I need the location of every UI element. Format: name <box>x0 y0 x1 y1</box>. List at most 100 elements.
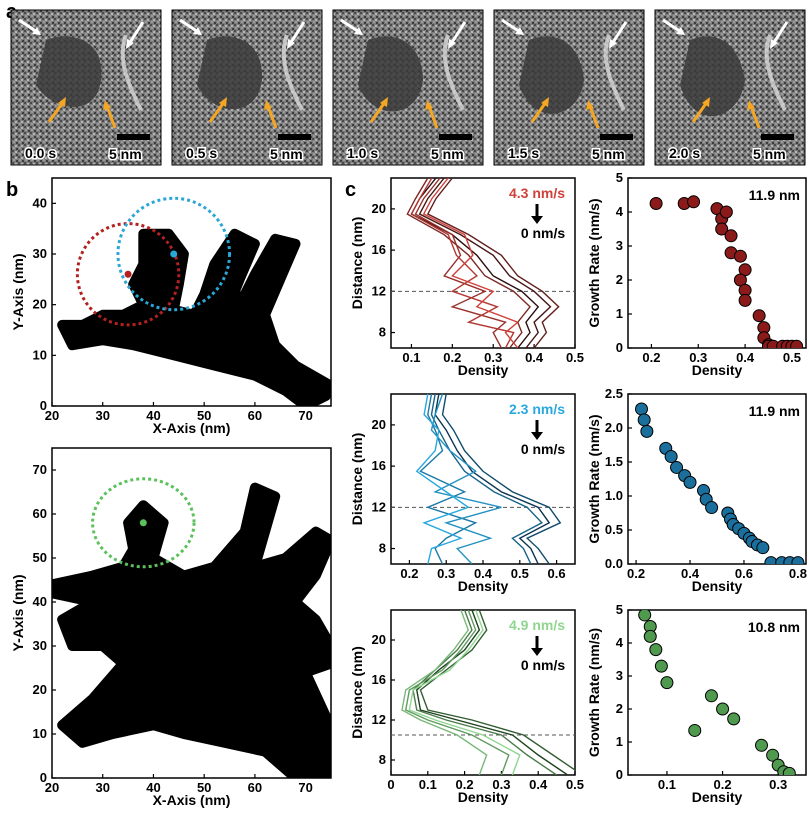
white-arrowhead-icon <box>770 39 778 49</box>
density-series-line <box>412 610 557 775</box>
y-tick-label: 20 <box>372 201 386 216</box>
white-arrow-icon <box>662 18 682 34</box>
data-point <box>637 413 651 427</box>
y-axis-label: Distance (nm) <box>349 433 365 526</box>
rate-max-label: 2.3 nm/s <box>509 401 565 417</box>
white-arrowhead-icon <box>193 27 202 35</box>
density-series-line <box>410 178 515 348</box>
y-tick-label: 4 <box>616 204 624 219</box>
x-tick-label: 0.6 <box>548 566 566 581</box>
data-point <box>649 197 663 210</box>
x-axis-label: Density <box>692 789 743 805</box>
data-point <box>733 249 747 263</box>
scale-bar-label: 5 nm <box>753 146 786 162</box>
orange-arrow-icon <box>749 105 761 129</box>
scale-bar-label: 5 nm <box>592 146 625 162</box>
frame-time: 0.0 s <box>25 145 56 161</box>
x-tick-label: 60 <box>248 780 262 795</box>
down-arrowhead-icon <box>531 648 543 656</box>
orange-arrow-icon <box>208 101 226 123</box>
data-point <box>738 293 752 307</box>
bright-edge <box>603 34 626 111</box>
panel-label-c: c <box>345 179 356 201</box>
x-tick-label: 40 <box>146 780 160 795</box>
x-tick-label: 0.8 <box>789 566 807 581</box>
x-tick-label: 0 <box>387 777 394 792</box>
white-arrow-icon <box>18 18 38 34</box>
y-axis-label: Growth Rate (nm/s) <box>586 198 602 327</box>
density-series-line <box>406 178 531 348</box>
x-tick-label: 0.4 <box>474 566 493 581</box>
y-tick-label: 12 <box>372 712 386 727</box>
frame-time: 2.0 s <box>669 145 700 161</box>
frame-time: 0.5 s <box>186 145 217 161</box>
y-tick-label: 40 <box>33 195 47 210</box>
y-tick-label: 12 <box>372 499 386 514</box>
x-tick-label: 0.3 <box>437 566 455 581</box>
data-point <box>688 723 702 737</box>
axes-frame <box>390 609 576 776</box>
density-series-line <box>418 178 552 348</box>
tem-frame: 0.5 s 5 nm <box>171 9 323 166</box>
axes-frame <box>51 177 332 407</box>
x-axis-label: Density <box>458 578 509 594</box>
plot-area <box>634 402 805 564</box>
x-tick-label: 0.3 <box>689 350 707 365</box>
bright-edge <box>281 34 304 111</box>
x-tick-label: 0.3 <box>484 350 502 365</box>
y-tick-label: 0 <box>616 340 623 355</box>
y-tick-label: 4 <box>616 635 624 650</box>
x-tick-label: 0.5 <box>566 777 584 792</box>
plot-area <box>391 610 575 775</box>
density-series-line <box>401 610 488 775</box>
scale-bar-label: 5 nm <box>431 146 464 162</box>
data-point <box>766 748 780 762</box>
rate-min-label: 0 nm/s <box>521 441 566 457</box>
density-profile-chart: 0.1 0.2 0.3 0.4 0.5 8 12 16 20 Density Distance (n… <box>349 177 584 378</box>
growth-rate-chart: 0.2 0.4 0.6 0.8 0.0 0.5 1.0 1.5 2.0 2.5 Density Gro… <box>586 386 807 594</box>
data-point <box>724 229 738 243</box>
data-point <box>638 610 652 622</box>
data-point <box>790 339 804 348</box>
orange-arrow-icon <box>427 105 439 129</box>
x-tick-label: 0.4 <box>525 350 544 365</box>
x-tick-label: 0.6 <box>735 566 753 581</box>
density-series-line <box>434 394 551 564</box>
data-point <box>791 556 805 564</box>
x-tick-label: 50 <box>197 408 211 423</box>
distance-annotation: 11.9 nm <box>749 187 800 203</box>
white-arrow-icon <box>288 21 306 45</box>
y-tick-label: 2.5 <box>605 386 623 401</box>
scale-bar <box>117 134 150 140</box>
axes-frame <box>627 609 807 776</box>
density-profile-chart: 0.2 0.3 0.4 0.5 0.6 8 12 16 20 Density Distance (n… <box>349 393 576 594</box>
bright-edge <box>764 34 787 111</box>
tip-marker <box>170 250 178 258</box>
data-point <box>664 450 678 464</box>
data-point <box>764 556 778 564</box>
frame-time: 1.5 s <box>508 145 539 161</box>
white-arrowhead-icon <box>354 27 363 35</box>
morphology-plot: 20 30 40 50 60 70 0 10 20 30 40 50 60 70 X-Axis (nm) Y-… <box>10 447 332 808</box>
y-tick-label: 0 <box>616 767 623 782</box>
x-tick-label: 0.2 <box>443 350 461 365</box>
white-arrow-icon <box>501 18 521 34</box>
frame-time: 1.0 s <box>347 145 378 161</box>
y-axis-label: Growth Rate (nm/s) <box>586 414 602 543</box>
plot-area <box>638 610 796 775</box>
white-arrowhead-icon <box>676 27 685 35</box>
scale-bar <box>278 134 311 140</box>
bright-edge <box>120 34 143 111</box>
orange-arrowhead-icon <box>702 97 710 107</box>
y-tick-label: 10 <box>33 347 47 362</box>
y-tick-label: 1.5 <box>605 454 623 469</box>
scale-bar <box>439 134 472 140</box>
orange-arrowhead-icon <box>264 100 272 110</box>
down-arrowhead-icon <box>531 216 543 224</box>
y-tick-label: 8 <box>379 541 386 556</box>
data-point <box>704 689 718 703</box>
white-arrowhead-icon <box>32 27 41 35</box>
